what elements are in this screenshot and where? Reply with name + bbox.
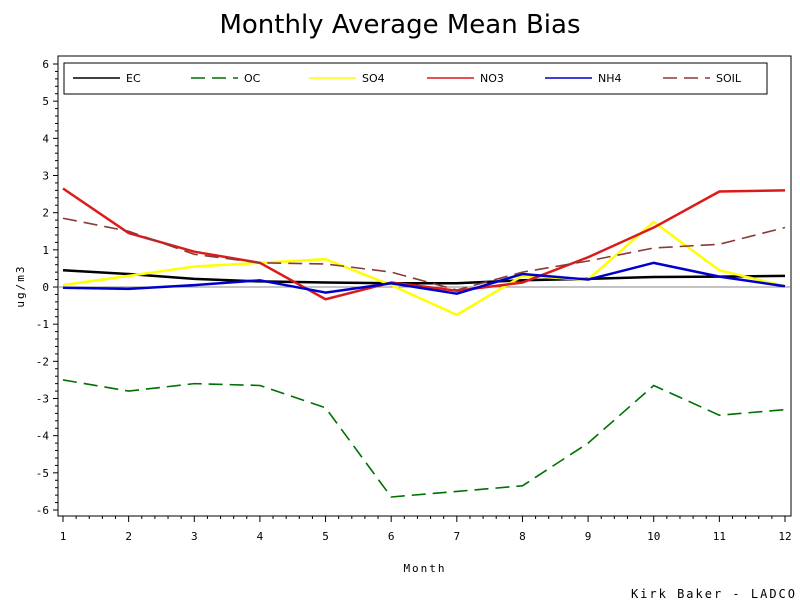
y-axis-label: ug/m3 — [14, 264, 27, 307]
x-tick-label: 2 — [125, 530, 132, 543]
y-tick-label: -1 — [36, 318, 49, 331]
y-tick-label: 1 — [42, 244, 49, 257]
x-tick-label: 6 — [388, 530, 395, 543]
chart-title: Monthly Average Mean Bias — [219, 10, 580, 40]
legend-label-soil: SOIL — [716, 72, 742, 85]
x-tick-label: 4 — [257, 530, 264, 543]
y-tick-label: -3 — [36, 393, 49, 406]
credit-text: Kirk Baker - LADCO — [631, 587, 797, 600]
legend-label-nh4: NH4 — [598, 72, 622, 85]
plot-area — [57, 55, 792, 517]
y-tick-label: -6 — [36, 504, 49, 517]
y-tick-label: 5 — [42, 95, 49, 108]
y-tick-label: -2 — [36, 355, 49, 368]
x-tick-label: 9 — [585, 530, 592, 543]
legend-label-ec: EC — [126, 72, 141, 85]
y-tick-label: 3 — [42, 170, 49, 183]
x-axis-label: Month — [403, 562, 446, 575]
x-axis: 1 2 3 4 5 6 7 8 9 10 11 12 — [60, 516, 792, 543]
legend-box — [63, 62, 768, 95]
x-tick-label: 5 — [322, 530, 329, 543]
y-tick-label: -5 — [36, 467, 49, 480]
legend: EC OC SO4 NO3 NH4 SOIL — [63, 62, 768, 95]
series-line-ec — [62, 269, 786, 285]
x-tick-label: 3 — [191, 530, 198, 543]
y-tick-label: 0 — [42, 281, 49, 294]
x-tick-label: 10 — [647, 530, 660, 543]
x-tick-label: 11 — [713, 530, 726, 543]
series-line-so4 — [62, 220, 786, 317]
x-tick-label: 1 — [60, 530, 67, 543]
series-lines — [62, 187, 786, 498]
x-tick-label: 7 — [454, 530, 461, 543]
y-tick-label: 4 — [42, 132, 49, 145]
y-axis: 6 5 4 3 2 1 0 -1 -2 -3 -4 -5 -6 — [36, 58, 58, 517]
legend-label-so4: SO4 — [362, 72, 385, 85]
series-line-nh4 — [62, 261, 786, 295]
legend-label-oc: OC — [244, 72, 261, 85]
x-tick-label: 12 — [778, 530, 791, 543]
y-tick-label: 6 — [42, 58, 49, 71]
x-tick-label: 8 — [519, 530, 526, 543]
series-line-oc — [62, 379, 786, 498]
legend-label-no3: NO3 — [480, 72, 504, 85]
series-line-no3 — [62, 187, 786, 301]
series-line-soil — [62, 217, 786, 291]
y-tick-label: -4 — [36, 430, 50, 443]
y-tick-label: 2 — [42, 207, 49, 220]
